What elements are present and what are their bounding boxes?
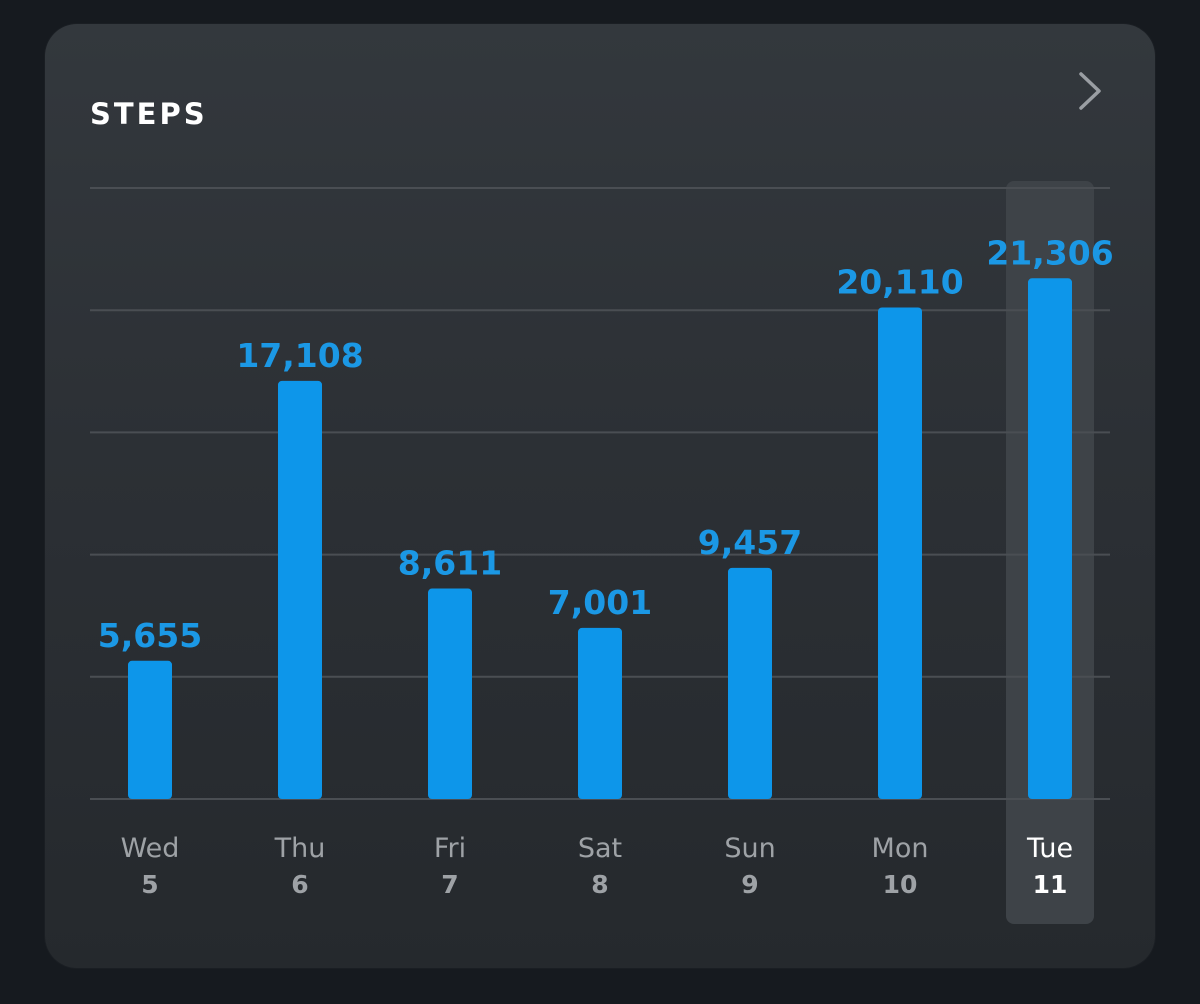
x-tick-date: 10 <box>883 870 918 899</box>
x-tick-day: Sun <box>724 833 775 864</box>
x-tick-day: Sat <box>578 833 622 864</box>
x-tick-day: Fri <box>434 833 466 864</box>
steps-card[interactable]: STEPS 5,655 Wed 5 17,108 Thu 6 8,611 Fri 7 7,001 S… <box>45 24 1155 968</box>
x-tick-day: Tue <box>1026 833 1073 864</box>
x-tick-day: Mon <box>872 833 929 864</box>
value-label: 20,110 <box>836 263 963 302</box>
value-label: 21,306 <box>986 233 1113 272</box>
x-tick-date: 6 <box>291 870 308 899</box>
bar-fri[interactable] <box>428 588 472 799</box>
bar-mon[interactable] <box>878 307 922 799</box>
value-label: 5,655 <box>98 616 202 655</box>
x-tick-date: 7 <box>441 870 458 899</box>
value-label: 7,001 <box>548 583 652 622</box>
bar-wed[interactable] <box>128 660 172 799</box>
x-tick-date: 8 <box>591 870 608 899</box>
value-label: 8,611 <box>398 544 502 583</box>
bar-sun[interactable] <box>728 567 772 799</box>
x-tick-day: Wed <box>121 833 180 864</box>
bar-sat[interactable] <box>578 627 622 799</box>
bar-tue[interactable] <box>1028 278 1072 799</box>
value-label: 9,457 <box>698 523 802 562</box>
chevron-right-icon[interactable] <box>1067 68 1113 114</box>
steps-bar-chart: 5,655 Wed 5 17,108 Thu 6 8,611 Fri 7 7,001 Sat 8 9,4… <box>90 181 1114 924</box>
value-label: 17,108 <box>236 336 363 375</box>
x-tick-day: Thu <box>274 833 326 864</box>
card-title: STEPS <box>90 97 208 131</box>
x-tick-date: 5 <box>141 870 158 899</box>
x-tick-date: 9 <box>741 870 758 899</box>
bar-thu[interactable] <box>278 380 322 799</box>
x-tick-date: 11 <box>1033 870 1068 899</box>
